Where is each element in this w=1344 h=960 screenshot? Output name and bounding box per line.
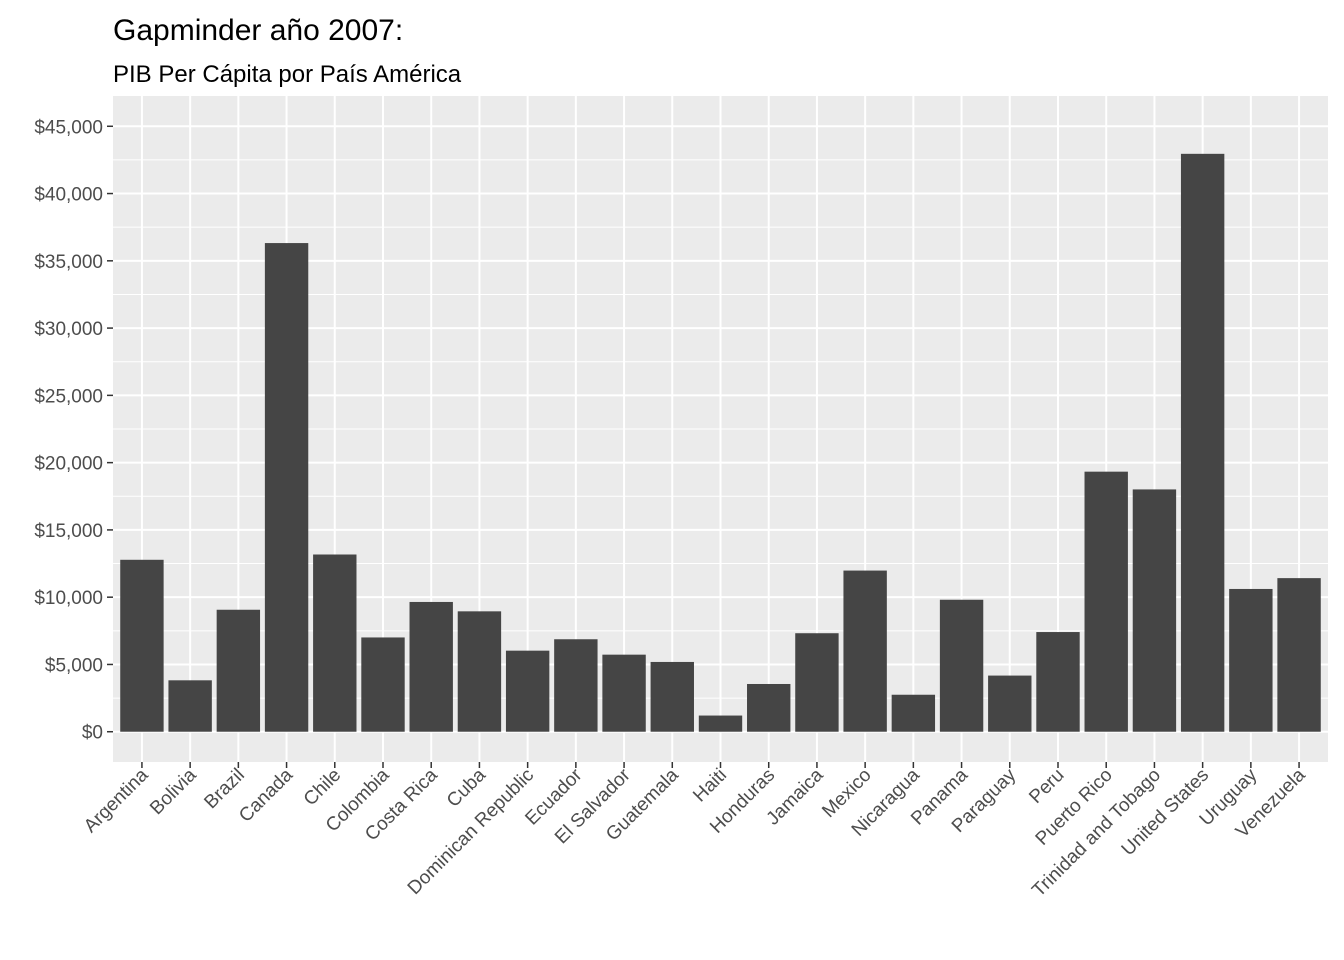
bars bbox=[120, 153, 1321, 732]
bar-venezuela bbox=[1277, 578, 1321, 732]
bar-bolivia bbox=[168, 680, 212, 732]
bar-ecuador bbox=[554, 639, 598, 732]
bar-chile bbox=[313, 554, 357, 732]
y-tick-label: $20,000 bbox=[34, 454, 103, 475]
bar-mexico bbox=[843, 570, 887, 732]
y-tick-label: $30,000 bbox=[34, 319, 103, 340]
x-tick-label: Peru bbox=[1025, 765, 1068, 808]
bar-colombia bbox=[361, 637, 405, 732]
bar-argentina bbox=[120, 559, 164, 732]
bar-cuba bbox=[457, 611, 502, 732]
bar-el-salvador bbox=[602, 654, 646, 732]
bar-panama bbox=[939, 599, 984, 732]
bar-costa-rica bbox=[409, 601, 453, 732]
bar-trinidad-and-tobago bbox=[1132, 489, 1177, 732]
bar-nicaragua bbox=[891, 694, 936, 732]
bar-puerto-rico bbox=[1084, 471, 1128, 732]
x-tick-label: Argentina bbox=[80, 764, 153, 837]
y-tick-label: $5,000 bbox=[45, 655, 103, 676]
x-tick-label: Chile bbox=[300, 765, 345, 810]
y-tick-label: $35,000 bbox=[34, 252, 103, 273]
bar-uruguay bbox=[1229, 588, 1273, 732]
y-tick-label: $45,000 bbox=[34, 117, 103, 138]
bar-united-states bbox=[1180, 153, 1225, 732]
x-tick-label: Haiti bbox=[689, 765, 731, 807]
y-tick-label: $0 bbox=[82, 723, 103, 744]
bar-guatemala bbox=[650, 661, 694, 732]
bar-canada bbox=[264, 243, 309, 732]
bar-honduras bbox=[747, 683, 791, 732]
bar-jamaica bbox=[795, 633, 839, 732]
bar-paraguay bbox=[988, 675, 1032, 732]
chart-subtitle: PIB Per Cápita por País América bbox=[113, 61, 462, 88]
y-tick-label: $10,000 bbox=[34, 588, 103, 609]
bar-brazil bbox=[216, 609, 261, 732]
y-tick-label: $25,000 bbox=[34, 386, 103, 407]
y-axis: $0 $5,000 $10,000 $15,000 $20,000 $25,000 $30,… bbox=[34, 117, 113, 744]
x-tick-label: Canada bbox=[235, 764, 297, 826]
x-tick-label: Bolivia bbox=[146, 764, 201, 819]
bar-haiti bbox=[698, 715, 743, 732]
y-tick-label: $40,000 bbox=[34, 185, 103, 206]
bar-dominican-republic bbox=[505, 650, 550, 732]
chart-title: Gapminder año 2007: bbox=[113, 14, 403, 47]
y-tick-label: $15,000 bbox=[34, 521, 103, 542]
bar-peru bbox=[1036, 632, 1080, 732]
